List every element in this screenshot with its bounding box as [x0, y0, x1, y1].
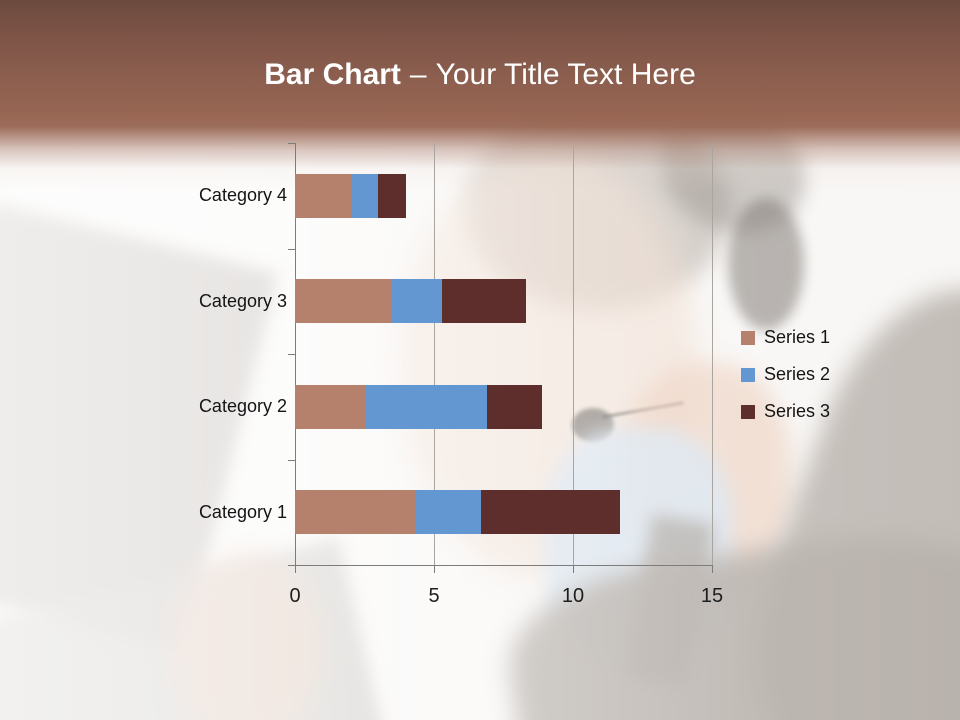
plot-gridline	[711, 143, 713, 565]
bar-segment-series-1	[295, 173, 351, 218]
y-axis-line	[295, 143, 296, 573]
bar-segment-series-3	[481, 490, 621, 535]
bar-segment-series-2	[414, 490, 482, 535]
bar-segment-series-3	[486, 384, 543, 429]
y-axis-tick	[288, 354, 295, 355]
bar-segment-series-2	[392, 279, 443, 324]
category-label: Category 4	[198, 185, 287, 206]
title-separator: –	[409, 58, 427, 91]
legend-label: Series 3	[764, 401, 831, 421]
legend-item: Series 3	[741, 400, 830, 423]
legend-item: Series 1	[741, 326, 830, 349]
header-band: Bar Chart – Your Title Text Here	[0, 0, 960, 192]
y-axis-tick	[288, 143, 295, 144]
legend-swatch-series-1	[741, 330, 755, 345]
x-axis-tick	[573, 565, 574, 573]
y-axis-tick	[288, 459, 295, 461]
plot-gridline	[572, 143, 574, 565]
bar-segment-series-3	[442, 279, 526, 324]
legend-item: Series 2	[741, 363, 830, 386]
x-tick-label: 10	[561, 585, 585, 607]
x-axis-tick	[712, 565, 713, 573]
title-regular-text: Your Title Text Here	[435, 58, 696, 91]
bar-segment-series-2	[364, 384, 487, 429]
x-tick-label: 0	[289, 585, 301, 607]
x-axis-line	[288, 565, 713, 566]
plot-gridline	[433, 143, 435, 565]
chart-legend: Series 1 Series 2 Series 3	[741, 326, 830, 437]
category-label: Category 2	[198, 396, 287, 417]
legend-label: Series 2	[764, 364, 831, 384]
bar-segment-series-2	[350, 173, 379, 218]
bar-segment-series-1	[295, 384, 365, 429]
x-axis-tick	[434, 565, 435, 573]
bar-segment-series-3	[378, 173, 407, 218]
legend-swatch-series-2	[741, 367, 755, 382]
category-label: Category 1	[198, 501, 287, 522]
y-axis-tick	[288, 248, 295, 250]
bar-segment-series-1	[295, 490, 415, 535]
legend-swatch-series-3	[741, 404, 755, 419]
category-label: Category 3	[198, 290, 287, 311]
bar-segment-series-1	[295, 279, 393, 324]
legend-label: Series 1	[764, 327, 831, 347]
x-tick-label: 15	[700, 585, 724, 607]
x-tick-label: 5	[428, 585, 440, 607]
title-bold-text: Bar Chart	[264, 58, 401, 91]
slide-title: Bar Chart – Your Title Text Here	[0, 56, 960, 94]
